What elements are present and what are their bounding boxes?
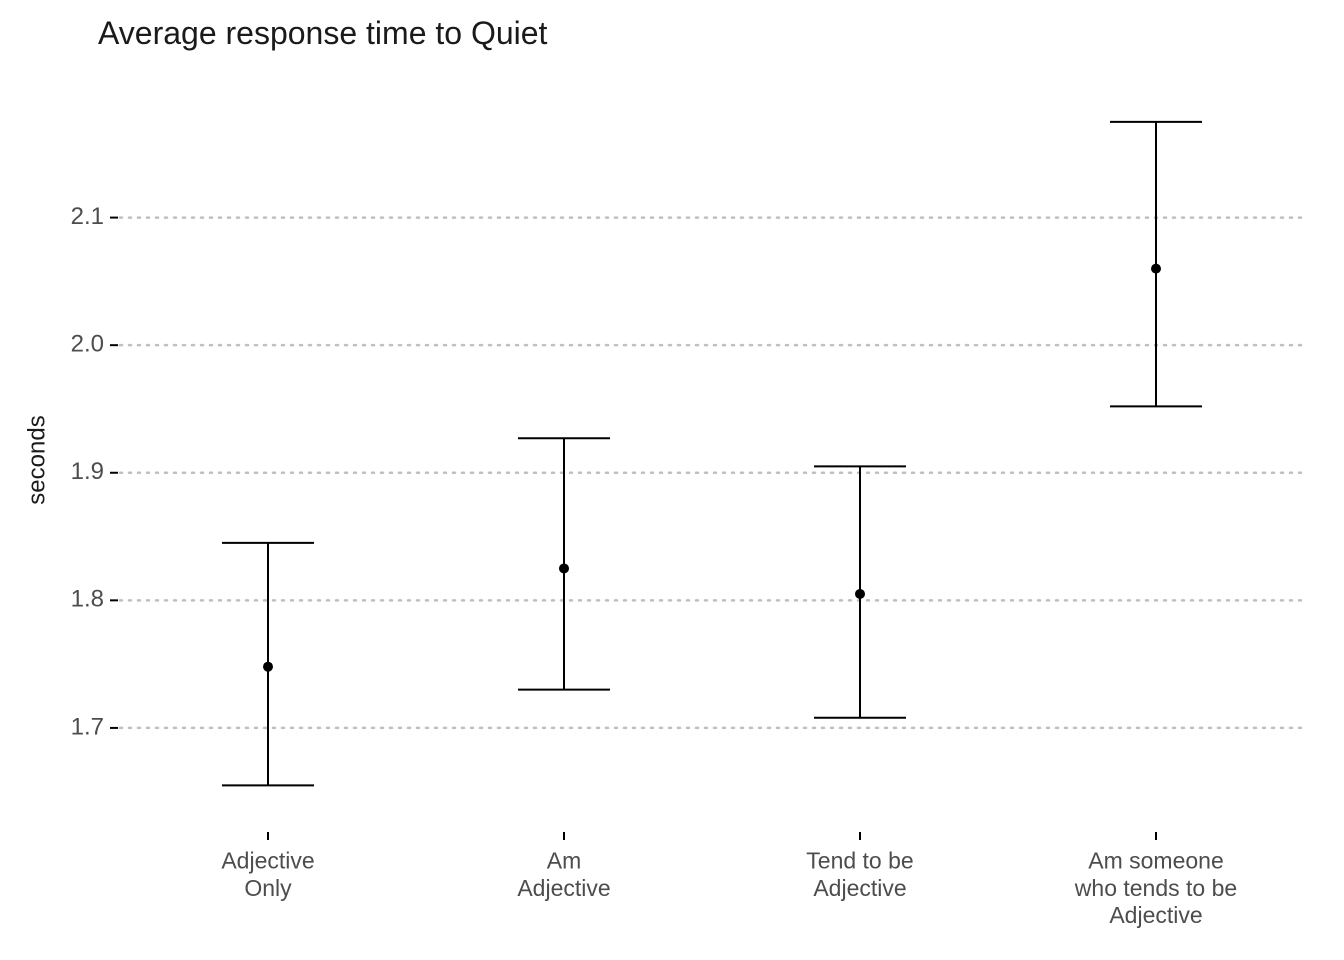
x-tick-label: Tend to beAdjective	[806, 848, 913, 901]
y-tick-label: 1.9	[71, 458, 104, 485]
chart-title: Average response time to Quiet	[98, 15, 548, 51]
pointrange-chart: 1.71.81.92.02.1secondsAdjectiveOnlyAmAdj…	[0, 0, 1344, 960]
y-tick-label: 2.1	[71, 203, 104, 230]
data-point	[263, 662, 273, 672]
data-point	[559, 563, 569, 573]
data-point	[855, 589, 865, 599]
y-tick-label: 2.0	[71, 331, 104, 358]
y-tick-label: 1.7	[71, 713, 104, 740]
y-axis-label: seconds	[23, 415, 50, 504]
chart-background	[0, 0, 1344, 960]
y-tick-label: 1.8	[71, 586, 104, 613]
chart-container: 1.71.81.92.02.1secondsAdjectiveOnlyAmAdj…	[0, 0, 1344, 960]
data-point	[1151, 264, 1161, 274]
